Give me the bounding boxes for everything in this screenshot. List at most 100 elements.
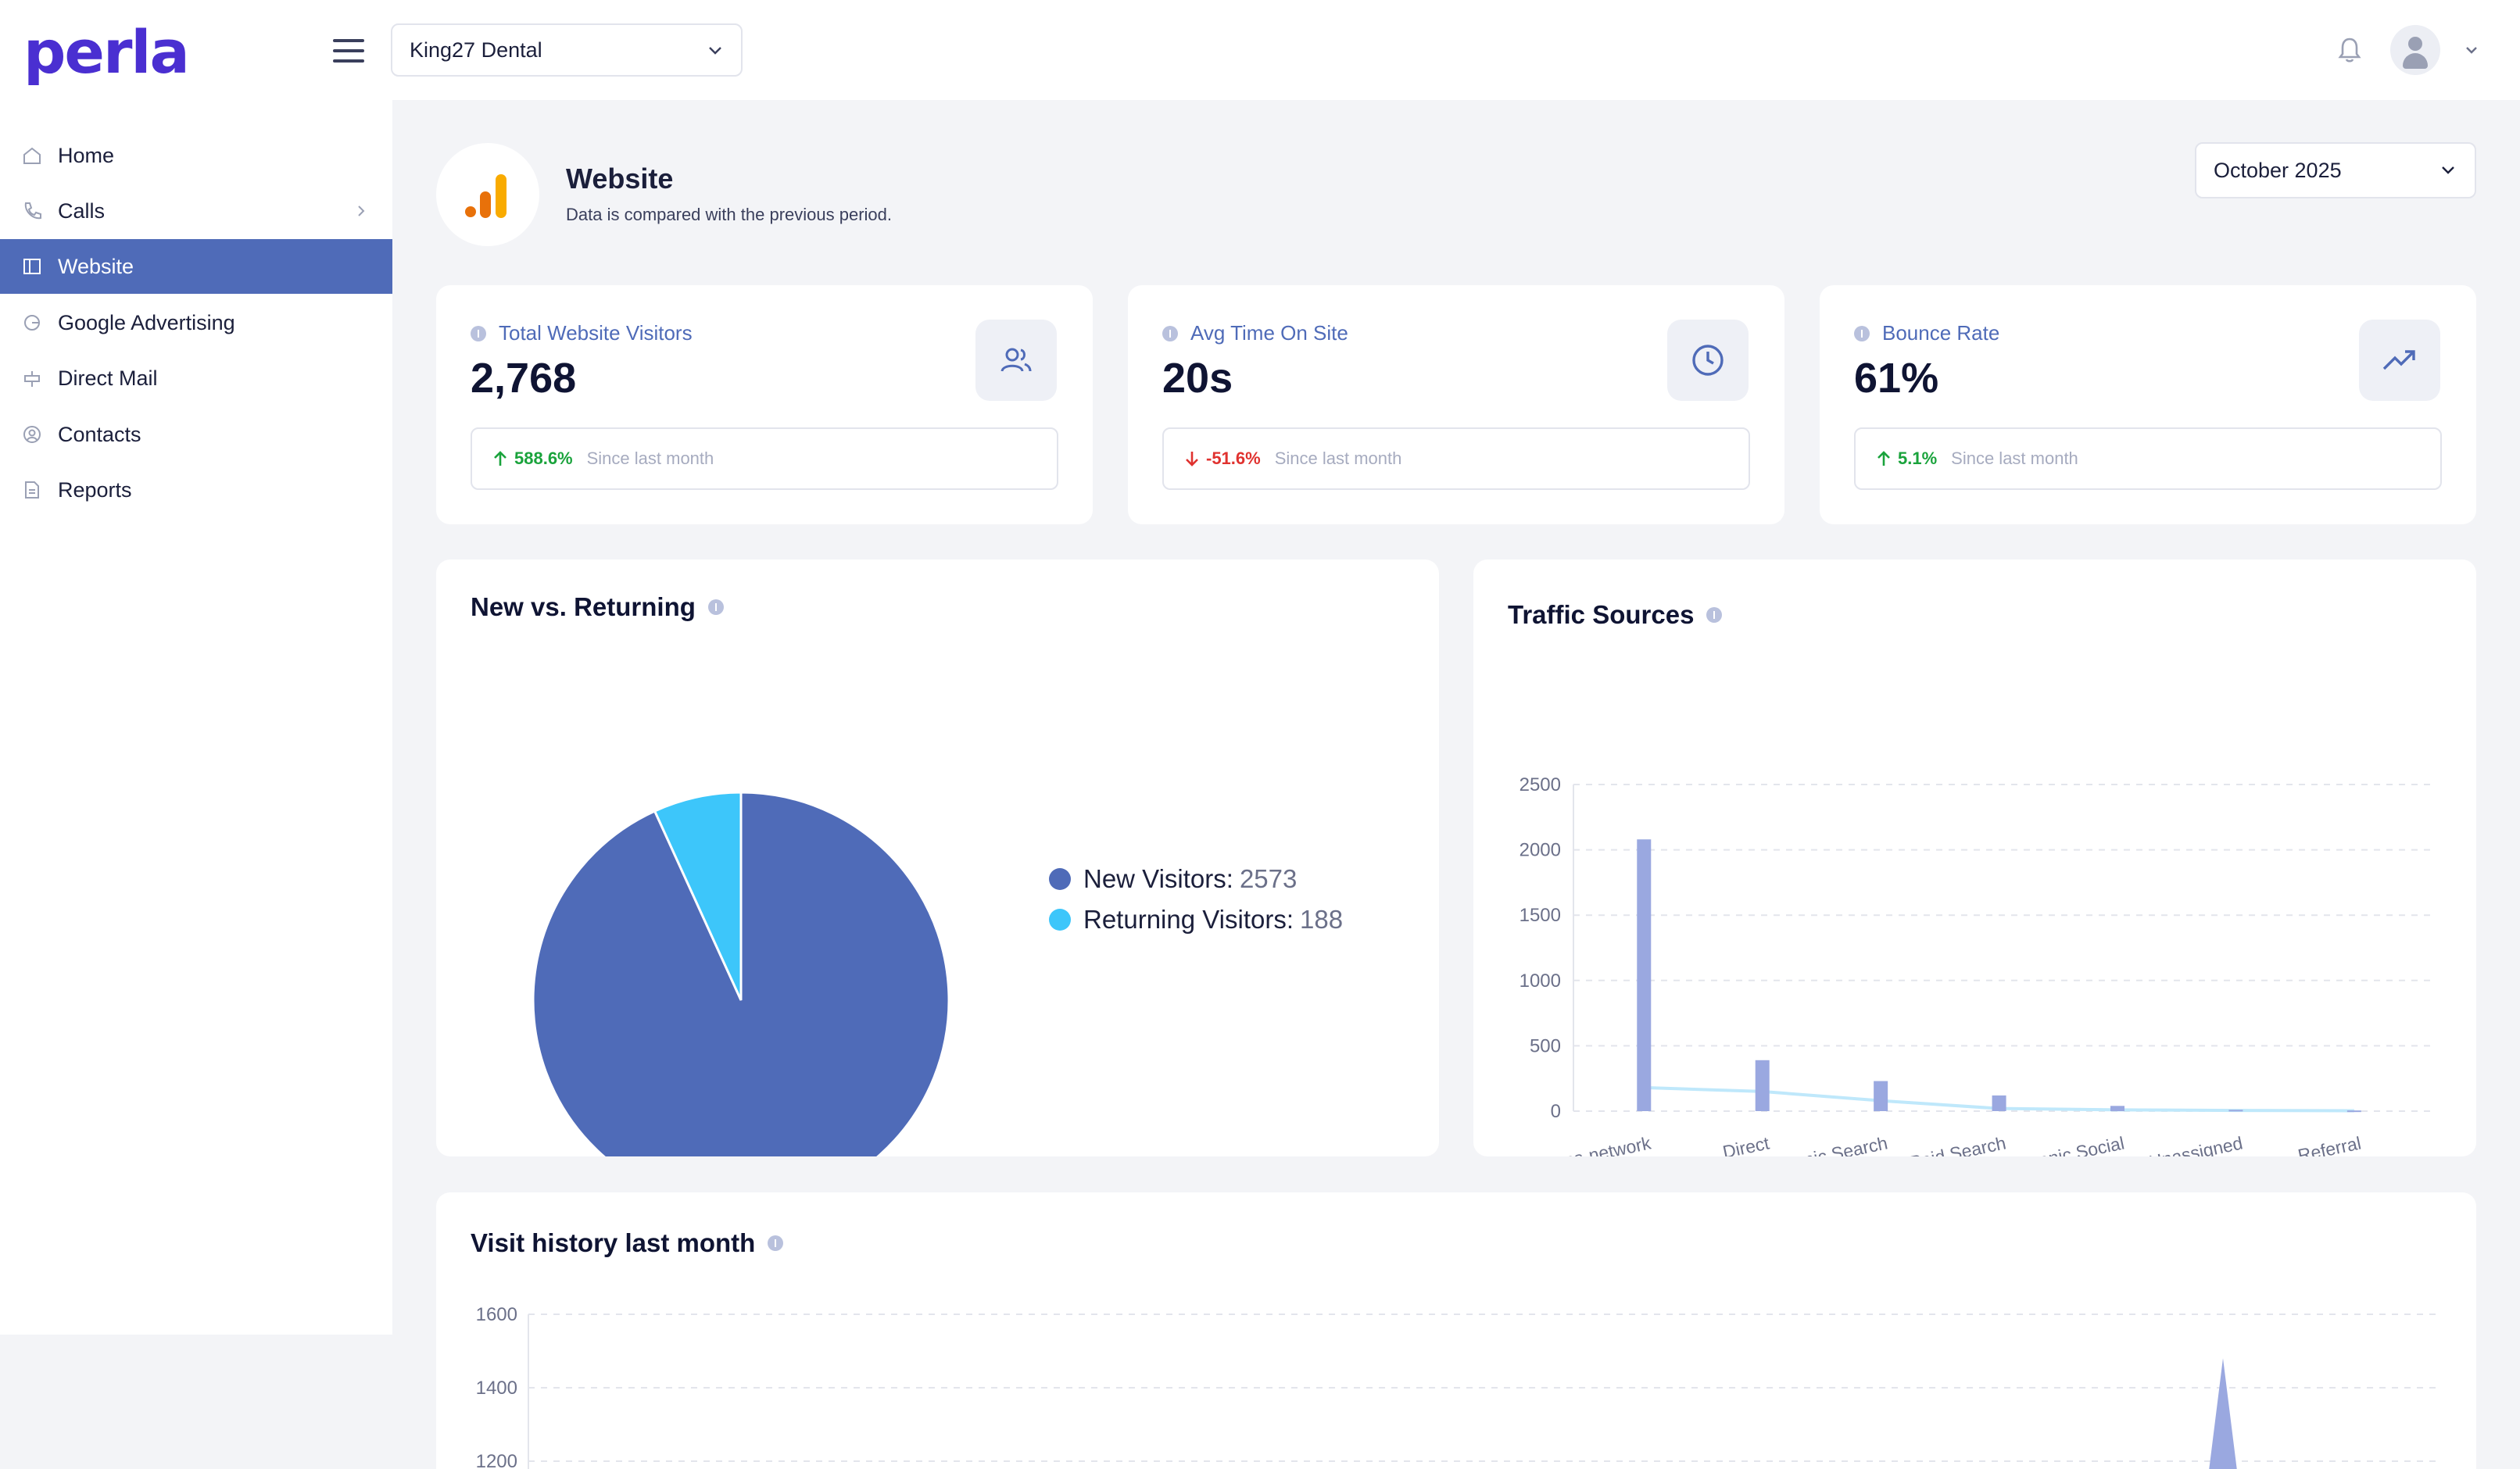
info-icon[interactable] — [471, 325, 486, 341]
sidebar-item-google-advertising[interactable]: Google Advertising — [0, 295, 392, 350]
sidebar-item-home[interactable]: Home — [0, 128, 392, 183]
avatar[interactable] — [2390, 25, 2440, 75]
menu-toggle-icon[interactable] — [333, 39, 364, 63]
legend-swatch — [1049, 868, 1071, 890]
mailbox-icon — [24, 371, 40, 387]
bar[interactable] — [2346, 1110, 2361, 1113]
pie-slice-returning[interactable] — [653, 791, 743, 1001]
y-tick-label: 1500 — [1520, 905, 1561, 926]
chevron-right-icon — [358, 206, 365, 216]
y-tick-label: 0 — [1551, 1101, 1561, 1122]
info-icon[interactable] — [768, 1235, 784, 1251]
x-tick-label: Unassigned — [2147, 1132, 2244, 1156]
visit-history-chart: 1200 1400 1600 — [476, 1304, 2437, 1469]
sidebar-item-contacts[interactable]: Contacts — [0, 407, 392, 462]
legend-item-new[interactable]: New Visitors: 2573 — [1049, 864, 1343, 894]
contacts-icon — [23, 426, 41, 443]
sidebar-item-label: Home — [58, 143, 115, 167]
x-tick-label: Referral — [2296, 1132, 2362, 1156]
pie-chart — [532, 791, 950, 1156]
kpi-delta: 5.1% — [1898, 449, 1938, 468]
card-title: Traffic Sources — [1508, 600, 1723, 630]
practice-select-value: King27 Dental — [410, 38, 542, 62]
sidebar-item-reports[interactable]: Reports — [0, 463, 392, 517]
logo[interactable]: perla — [23, 17, 190, 87]
sidebar-item-direct-mail[interactable]: Direct Mail — [0, 351, 392, 406]
trend-up-icon — [2359, 320, 2440, 401]
kpi-title: Avg Time On Site — [1162, 321, 1348, 345]
info-icon[interactable] — [707, 599, 724, 615]
y-tick-label: 1000 — [1520, 970, 1561, 992]
x-tick-label: Organic Search — [1763, 1132, 1889, 1156]
kpi-value: 61% — [1854, 355, 1939, 402]
kpi-delta-box: 588.6% Since last month — [471, 427, 1058, 490]
info-icon[interactable] — [1706, 607, 1723, 623]
arrow-up-icon — [1877, 451, 1890, 466]
kpi-since: Since last month — [586, 449, 714, 468]
kpi-delta: 588.6% — [514, 449, 573, 468]
y-tick-label: 1600 — [476, 1304, 517, 1325]
x-tick-label: Paid Search — [1908, 1132, 2008, 1156]
bar[interactable] — [1874, 1081, 1888, 1111]
kpi-value: 2,768 — [471, 355, 577, 402]
y-tick-label: 2000 — [1520, 840, 1561, 861]
kpi-value: 20s — [1162, 355, 1233, 402]
bar[interactable] — [1637, 839, 1652, 1111]
arrow-down-icon — [1186, 452, 1198, 466]
kpi-delta-box: -51.6% Since last month — [1162, 427, 1750, 490]
x-tick-label: Cross-network — [1535, 1132, 1653, 1156]
chevron-down-icon[interactable] — [2462, 41, 2481, 59]
sidebar-item-website[interactable]: Website — [0, 239, 392, 294]
bar[interactable] — [2228, 1110, 2243, 1112]
home-icon — [23, 147, 41, 164]
card-title: New vs. Returning — [471, 592, 724, 622]
clock-icon — [1667, 320, 1749, 401]
new-vs-returning-card: New vs. Returning New Visitors: 2573 Ret… — [436, 559, 1439, 1156]
bar[interactable] — [1755, 1060, 1770, 1111]
traffic-sources-card: Traffic Sources 0 500 1000 1500 2000 2500 Cros… — [1473, 559, 2476, 1156]
sidebar: Home Calls Website Google Advertising Di… — [0, 100, 392, 1335]
main-content: Website Data is compared with the previo… — [392, 100, 2520, 1469]
bell-icon[interactable] — [2334, 34, 2365, 66]
google-icon — [24, 315, 40, 331]
x-tick-label: Organic Social — [2007, 1132, 2126, 1156]
sidebar-item-label: Reports — [58, 477, 132, 502]
kpi-title: Total Website Visitors — [471, 321, 693, 345]
kpi-card-visitors: Total Website Visitors 2,768 588.6% Sinc… — [436, 285, 1093, 524]
kpi-card-bounce-rate: Bounce Rate 61% 5.1% Since last month — [1820, 285, 2476, 524]
sidebar-item-label: Website — [58, 254, 134, 278]
card-title: Visit history last month — [471, 1228, 784, 1258]
analytics-icon — [465, 174, 507, 218]
info-icon[interactable] — [1162, 325, 1178, 341]
info-icon[interactable] — [1854, 325, 1870, 341]
sidebar-item-calls[interactable]: Calls — [0, 184, 392, 238]
sidebar-item-label: Direct Mail — [58, 366, 158, 390]
bar[interactable] — [1992, 1095, 2006, 1111]
y-tick-label: 500 — [1530, 1035, 1561, 1056]
legend-item-returning[interactable]: Returning Visitors: 188 — [1049, 905, 1343, 935]
kpi-delta: -51.6% — [1206, 449, 1261, 468]
top-bar: perla King27 Dental — [0, 0, 2520, 100]
analytics-logo — [436, 143, 539, 246]
practice-select[interactable]: King27 Dental — [391, 23, 743, 77]
chevron-down-icon — [709, 47, 721, 55]
kpi-card-avg-time: Avg Time On Site 20s -51.6% Since last m… — [1128, 285, 1784, 524]
kpi-title: Bounce Rate — [1854, 321, 1999, 345]
chevron-down-icon — [2442, 166, 2454, 174]
reports-icon — [25, 481, 39, 499]
period-select-value: October 2025 — [2214, 158, 2342, 182]
period-select[interactable]: October 2025 — [2195, 142, 2476, 198]
x-tick-label: Direct — [1721, 1132, 1772, 1156]
visit-history-card: Visit history last month 1200 1400 1600 — [436, 1192, 2476, 1469]
area-spike — [2209, 1358, 2237, 1469]
sidebar-item-label: Contacts — [58, 422, 141, 446]
sidebar-item-label: Calls — [58, 198, 106, 223]
sidebar-item-label: Google Advertising — [58, 310, 235, 334]
y-tick-label: 1200 — [476, 1451, 517, 1469]
phone-icon — [24, 202, 41, 220]
users-icon — [975, 320, 1057, 401]
y-tick-label: 2500 — [1520, 774, 1561, 795]
bar[interactable] — [2110, 1106, 2124, 1111]
legend-swatch — [1049, 909, 1071, 931]
